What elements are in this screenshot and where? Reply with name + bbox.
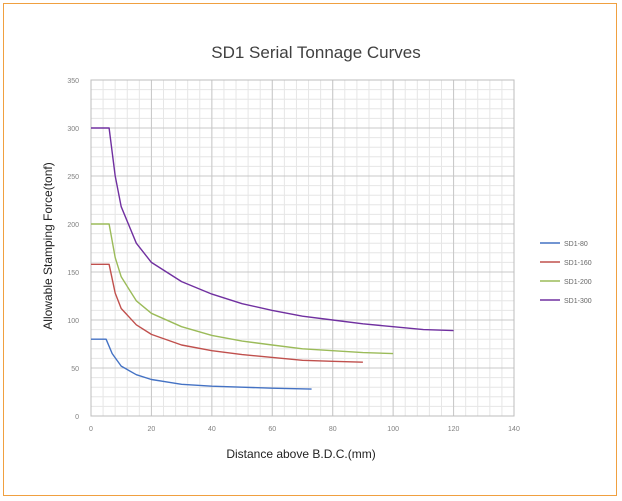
legend-label: SD1-300 — [564, 298, 592, 305]
legend-label: SD1-80 — [564, 241, 588, 248]
legend-label: SD1-160 — [564, 260, 592, 267]
x-tick-label: 40 — [208, 426, 216, 433]
x-tick-labels: 0 20 40 60 80 100 120 140 — [89, 426, 520, 433]
y-tick-label: 300 — [67, 126, 79, 133]
x-tick-label: 140 — [508, 426, 520, 433]
series-line-sd1-300 — [91, 127, 454, 332]
y-tick-label: 250 — [67, 174, 79, 181]
x-tick-label: 80 — [329, 426, 337, 433]
plot-area-border — [90, 79, 515, 417]
grid — [90, 79, 515, 417]
legend: SD1-80 SD1-160 SD1-200 SD1-300 — [540, 241, 592, 305]
series-line-sd1-80 — [91, 338, 312, 390]
x-axis-title: Distance above B.D.C.(mm) — [226, 447, 375, 461]
series-line-sd1-200 — [91, 223, 394, 355]
plot-lines — [91, 127, 454, 390]
y-tick-label: 200 — [67, 222, 79, 229]
y-tick-label: 350 — [67, 78, 79, 85]
x-tick-label: 100 — [387, 426, 399, 433]
y-tick-label: 0 — [75, 414, 79, 421]
y-tick-label: 100 — [67, 318, 79, 325]
y-tick-label: 150 — [67, 270, 79, 277]
chart-title: SD1 Serial Tonnage Curves — [211, 43, 420, 62]
x-tick-label: 60 — [268, 426, 276, 433]
y-axis-title: Allowable Stamping Force(tonf) — [41, 162, 55, 329]
legend-label: SD1-200 — [564, 279, 592, 286]
chart-frame — [3, 3, 617, 496]
x-tick-label: 120 — [448, 426, 460, 433]
y-tick-labels: 0 50 100 150 200 250 300 350 — [67, 78, 79, 421]
x-tick-label: 0 — [89, 426, 93, 433]
y-tick-label: 50 — [71, 366, 79, 373]
x-tick-label: 20 — [148, 426, 156, 433]
series-line-sd1-160 — [91, 263, 363, 363]
